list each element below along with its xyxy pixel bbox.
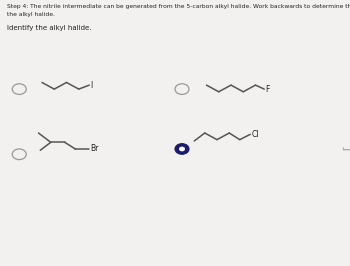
Text: Identify the alkyl halide.: Identify the alkyl halide. <box>7 25 91 31</box>
Text: Step 4: The nitrile intermediate can be generated from the 5-carbon alkyl halide: Step 4: The nitrile intermediate can be … <box>7 4 350 9</box>
Circle shape <box>179 147 185 151</box>
Text: Br: Br <box>90 144 98 153</box>
Text: ]: ] <box>340 146 350 152</box>
Text: I: I <box>90 81 92 90</box>
Circle shape <box>175 144 189 154</box>
Text: F: F <box>265 85 270 94</box>
Text: the alkyl halide.: the alkyl halide. <box>7 12 55 17</box>
Text: Cl: Cl <box>251 130 259 139</box>
